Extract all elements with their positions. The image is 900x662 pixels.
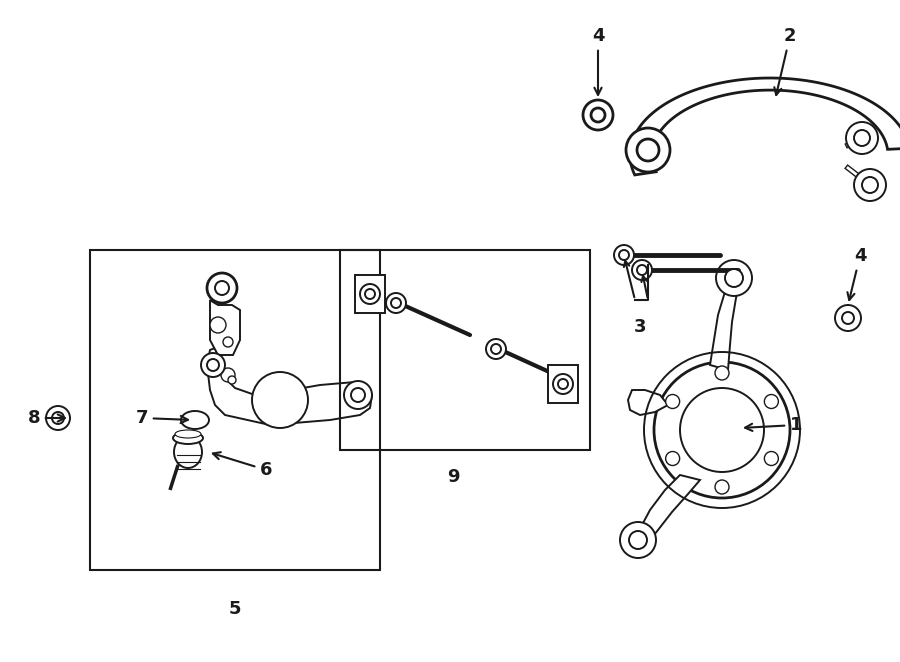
Circle shape <box>207 273 237 303</box>
Text: 4: 4 <box>592 27 604 95</box>
Text: 1: 1 <box>745 416 803 434</box>
Circle shape <box>486 339 506 359</box>
Text: 5: 5 <box>229 600 241 618</box>
Circle shape <box>637 139 659 161</box>
Circle shape <box>862 177 878 193</box>
Circle shape <box>228 376 236 384</box>
Circle shape <box>854 169 886 201</box>
Polygon shape <box>628 390 668 415</box>
Circle shape <box>360 284 380 304</box>
Circle shape <box>629 531 647 549</box>
Circle shape <box>715 366 729 380</box>
Circle shape <box>553 374 573 394</box>
Circle shape <box>351 388 365 402</box>
Circle shape <box>654 362 790 498</box>
Circle shape <box>620 522 656 558</box>
Circle shape <box>626 128 670 172</box>
Circle shape <box>835 305 861 331</box>
Circle shape <box>680 388 764 472</box>
Circle shape <box>52 412 64 424</box>
Text: 9: 9 <box>446 468 459 486</box>
Circle shape <box>210 317 226 333</box>
Text: 4: 4 <box>848 247 866 300</box>
Circle shape <box>558 379 568 389</box>
Circle shape <box>207 359 219 371</box>
Circle shape <box>619 250 629 260</box>
Polygon shape <box>210 300 240 355</box>
Bar <box>340 250 590 450</box>
Circle shape <box>764 395 778 408</box>
Circle shape <box>846 122 878 154</box>
Polygon shape <box>640 475 700 540</box>
Bar <box>90 250 380 570</box>
Circle shape <box>725 269 743 287</box>
Circle shape <box>223 337 233 347</box>
Ellipse shape <box>181 411 209 429</box>
Circle shape <box>365 289 375 299</box>
Circle shape <box>215 281 229 295</box>
Text: 3: 3 <box>634 318 646 336</box>
Circle shape <box>854 130 870 146</box>
Polygon shape <box>630 78 900 175</box>
Text: 8: 8 <box>27 409 65 427</box>
Circle shape <box>842 312 854 324</box>
Text: 6: 6 <box>213 452 273 479</box>
Circle shape <box>252 372 308 428</box>
Circle shape <box>201 353 225 377</box>
Circle shape <box>764 451 778 465</box>
Text: 7: 7 <box>136 409 188 427</box>
Ellipse shape <box>174 436 202 468</box>
Circle shape <box>583 100 613 130</box>
Polygon shape <box>207 348 372 425</box>
Circle shape <box>614 245 634 265</box>
Circle shape <box>716 260 752 296</box>
Circle shape <box>666 395 680 408</box>
Circle shape <box>344 381 372 409</box>
Circle shape <box>632 260 652 280</box>
Circle shape <box>666 451 680 465</box>
Circle shape <box>715 480 729 494</box>
Bar <box>355 275 385 313</box>
Circle shape <box>637 265 647 275</box>
Polygon shape <box>710 282 740 370</box>
Text: 2: 2 <box>774 27 796 95</box>
Circle shape <box>46 406 70 430</box>
Circle shape <box>591 108 605 122</box>
Circle shape <box>386 293 406 313</box>
Circle shape <box>391 298 401 308</box>
Ellipse shape <box>173 432 203 444</box>
Ellipse shape <box>175 430 201 438</box>
Bar <box>548 365 578 403</box>
Circle shape <box>491 344 501 354</box>
Circle shape <box>221 368 235 382</box>
